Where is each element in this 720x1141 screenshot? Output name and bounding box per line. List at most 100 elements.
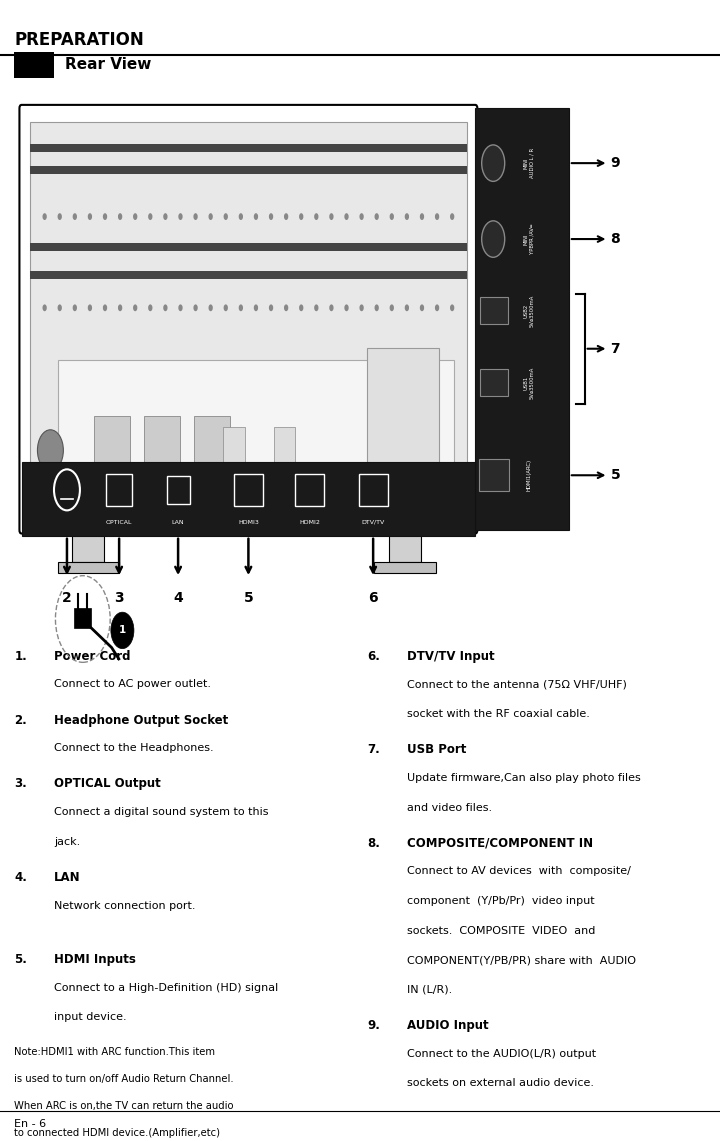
Text: and video files.: and video files. bbox=[407, 802, 492, 812]
Circle shape bbox=[148, 305, 153, 311]
Text: Update firmware,Can also play photo files: Update firmware,Can also play photo file… bbox=[407, 772, 641, 783]
Circle shape bbox=[374, 213, 379, 220]
Text: sockets.  COMPOSITE  VIDEO  and: sockets. COMPOSITE VIDEO and bbox=[407, 925, 595, 936]
Circle shape bbox=[163, 305, 168, 311]
Circle shape bbox=[42, 305, 47, 311]
Text: Connect to a High-Definition (HD) signal: Connect to a High-Definition (HD) signal bbox=[54, 982, 278, 993]
Bar bbox=[106, 474, 132, 505]
Circle shape bbox=[253, 213, 258, 220]
Circle shape bbox=[224, 213, 228, 220]
Circle shape bbox=[103, 213, 107, 220]
Text: PREPARATION: PREPARATION bbox=[14, 31, 144, 49]
Circle shape bbox=[88, 213, 92, 220]
Text: LAN: LAN bbox=[54, 871, 81, 884]
Text: MINI
YPBPR /AV═: MINI YPBPR /AV═ bbox=[524, 224, 534, 254]
Text: 3: 3 bbox=[114, 591, 124, 605]
Text: Headphone Output Socket: Headphone Output Socket bbox=[54, 713, 228, 727]
Circle shape bbox=[194, 213, 198, 220]
Circle shape bbox=[111, 613, 134, 648]
Text: 2.: 2. bbox=[14, 713, 27, 727]
Text: Connect to the AUDIO(L/R) output: Connect to the AUDIO(L/R) output bbox=[407, 1049, 596, 1059]
Bar bbox=[274, 428, 295, 468]
Bar bbox=[367, 348, 439, 508]
Text: MINI
AUDIO L / R: MINI AUDIO L / R bbox=[524, 148, 534, 178]
Text: 5: 5 bbox=[243, 591, 253, 605]
Text: Connect to the Headphones.: Connect to the Headphones. bbox=[54, 743, 214, 753]
Circle shape bbox=[103, 305, 107, 311]
Circle shape bbox=[435, 305, 439, 311]
Text: 4: 4 bbox=[174, 591, 183, 605]
Circle shape bbox=[420, 213, 424, 220]
Bar bbox=[234, 474, 263, 505]
Text: 3.: 3. bbox=[14, 777, 27, 791]
Text: HDMI Inputs: HDMI Inputs bbox=[54, 953, 136, 966]
Circle shape bbox=[118, 305, 122, 311]
Circle shape bbox=[299, 305, 303, 311]
Circle shape bbox=[73, 305, 77, 311]
Text: 9: 9 bbox=[611, 156, 620, 170]
Text: input device.: input device. bbox=[54, 1012, 127, 1022]
Circle shape bbox=[88, 305, 92, 311]
Text: OPTICAL: OPTICAL bbox=[106, 519, 132, 525]
Circle shape bbox=[73, 213, 77, 220]
Bar bbox=[144, 416, 180, 485]
Bar bbox=[14, 52, 54, 78]
Text: DTV/TV Input: DTV/TV Input bbox=[407, 649, 495, 663]
Circle shape bbox=[359, 305, 364, 311]
Bar bbox=[58, 563, 119, 574]
Text: AUDIO Input: AUDIO Input bbox=[407, 1019, 488, 1033]
Circle shape bbox=[299, 213, 303, 220]
Circle shape bbox=[284, 305, 288, 311]
Text: sockets on external audio device.: sockets on external audio device. bbox=[407, 1078, 594, 1089]
Text: LAN: LAN bbox=[172, 519, 184, 525]
Text: 8.: 8. bbox=[367, 836, 380, 850]
Text: 1: 1 bbox=[119, 625, 126, 636]
Bar bbox=[30, 167, 467, 175]
Circle shape bbox=[284, 213, 288, 220]
Text: Note:HDMI1 with ARC function.This item: Note:HDMI1 with ARC function.This item bbox=[14, 1046, 215, 1057]
Circle shape bbox=[269, 305, 273, 311]
Text: Connect to the antenna (75Ω VHF/UHF): Connect to the antenna (75Ω VHF/UHF) bbox=[407, 679, 626, 689]
Bar bbox=[374, 563, 436, 574]
Text: jack.: jack. bbox=[54, 836, 80, 847]
Circle shape bbox=[148, 213, 153, 220]
Circle shape bbox=[314, 305, 318, 311]
Circle shape bbox=[239, 213, 243, 220]
Bar bbox=[30, 144, 467, 152]
Bar bbox=[223, 428, 245, 468]
Bar bbox=[30, 272, 467, 280]
Circle shape bbox=[239, 305, 243, 311]
Circle shape bbox=[224, 305, 228, 311]
Text: 2: 2 bbox=[62, 591, 72, 605]
Text: DTV/TV: DTV/TV bbox=[361, 519, 384, 525]
Circle shape bbox=[133, 305, 138, 311]
Circle shape bbox=[42, 213, 47, 220]
Text: socket with the RF coaxial cable.: socket with the RF coaxial cable. bbox=[407, 709, 590, 719]
Bar bbox=[479, 460, 509, 492]
Circle shape bbox=[482, 145, 505, 181]
Text: 5.: 5. bbox=[14, 953, 27, 966]
Text: Connect to AC power outlet.: Connect to AC power outlet. bbox=[54, 679, 211, 689]
Text: 4.: 4. bbox=[14, 871, 27, 884]
Bar bbox=[22, 462, 475, 536]
Text: IN (L/R).: IN (L/R). bbox=[407, 985, 452, 995]
Bar bbox=[480, 297, 508, 324]
Text: En - 6: En - 6 bbox=[14, 1119, 47, 1130]
Text: 8: 8 bbox=[611, 232, 621, 246]
Text: to connected HDMI device.(Amplifier,etc): to connected HDMI device.(Amplifier,etc) bbox=[14, 1128, 220, 1139]
Text: 1.: 1. bbox=[14, 649, 27, 663]
Circle shape bbox=[209, 213, 213, 220]
Text: 6: 6 bbox=[369, 591, 378, 605]
Circle shape bbox=[269, 213, 273, 220]
Bar bbox=[166, 476, 189, 503]
Circle shape bbox=[163, 213, 168, 220]
Circle shape bbox=[390, 213, 394, 220]
Text: 9.: 9. bbox=[367, 1019, 380, 1033]
Circle shape bbox=[179, 213, 183, 220]
Circle shape bbox=[209, 305, 213, 311]
Circle shape bbox=[435, 213, 439, 220]
Circle shape bbox=[390, 305, 394, 311]
Circle shape bbox=[253, 305, 258, 311]
Bar bbox=[74, 608, 91, 629]
Circle shape bbox=[482, 221, 505, 258]
